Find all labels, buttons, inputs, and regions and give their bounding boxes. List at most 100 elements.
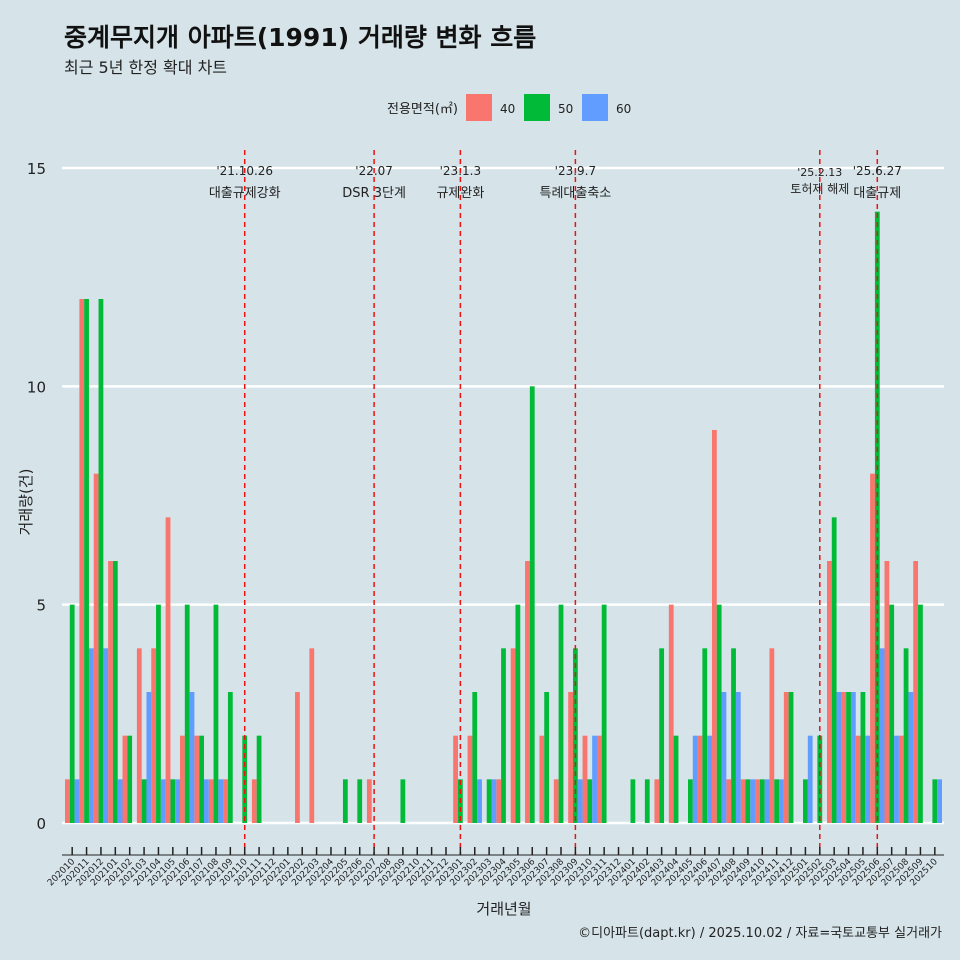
bar-40-202305 <box>510 648 516 823</box>
bar-40-202307 <box>539 735 545 823</box>
legend-label-60: 60 <box>616 102 631 116</box>
bar-50-202506 <box>874 211 880 823</box>
bar-60-202105 <box>175 779 181 823</box>
event-label: 규제완화 <box>436 186 484 201</box>
bar-40-202106 <box>180 735 185 823</box>
bar-60-202504 <box>850 692 856 823</box>
bar-40-202508 <box>898 735 904 823</box>
bar-60-202103 <box>146 692 152 823</box>
bar-40-202504 <box>841 692 847 823</box>
y-axis-label: 거래량(건) <box>17 469 35 536</box>
bar-60-202508 <box>908 692 914 823</box>
y-axis: 0 5 10 15 <box>27 160 46 833</box>
y-tick-label: 0 <box>36 815 46 833</box>
bar-50-202509 <box>918 604 923 823</box>
bar-40-202410 <box>755 779 760 823</box>
bar-60-202310 <box>592 735 597 823</box>
chart-title: 중계무지개 아파트(1991) 거래량 변화 흐름 <box>64 23 537 52</box>
bar-60-202411 <box>779 779 784 823</box>
bar-50-202405 <box>688 779 693 823</box>
y-tick-label: 10 <box>27 378 46 396</box>
bar-40-202310 <box>582 735 588 823</box>
bar-40-202311 <box>596 735 602 823</box>
bar-40-202309 <box>568 692 573 823</box>
bar-40-202407 <box>711 430 717 823</box>
bar-50-202108 <box>213 604 219 823</box>
bar-50-202209 <box>400 779 406 823</box>
bar-40-202301 <box>453 735 458 823</box>
event-date: '25.2.13 <box>797 166 842 179</box>
event-label: 대출규제강화 <box>209 186 281 201</box>
bar-60-202505 <box>865 735 871 823</box>
event-label: 토허제 해제 <box>790 182 849 196</box>
bar-50-202505 <box>860 692 866 823</box>
bar-50-202302 <box>472 692 478 823</box>
bar-40-202207 <box>366 779 372 823</box>
bar-60-202303 <box>491 779 497 823</box>
bar-40-202011 <box>79 299 85 823</box>
legend-swatch-40 <box>466 94 492 121</box>
bar-40-202202 <box>295 692 300 823</box>
bar-50-202102 <box>127 735 133 823</box>
bar-50-202502 <box>817 735 823 823</box>
bar-50-202110 <box>242 735 248 823</box>
y-tick-label: 5 <box>36 597 46 615</box>
bar-50-202011 <box>84 299 89 823</box>
bar-40-202105 <box>165 517 171 823</box>
bar-40-202107 <box>194 735 200 823</box>
bar-40-202509 <box>913 561 919 823</box>
bar-50-202107 <box>199 735 204 823</box>
event-date: '23.9.7 <box>555 164 596 178</box>
bar-50-202303 <box>486 779 492 823</box>
legend: 전용면적(㎡) 40 50 60 <box>387 94 631 121</box>
bar-40-202505 <box>855 735 861 823</box>
bar-40-202302 <box>467 735 473 823</box>
bar-40-202503 <box>826 561 832 823</box>
bar-40-202102 <box>122 735 128 823</box>
bar-60-202302 <box>477 779 482 823</box>
bar-40-202104 <box>151 648 157 823</box>
bar-40-202308 <box>553 779 559 823</box>
bar-50-202504 <box>846 692 851 823</box>
bar-50-202402 <box>644 779 650 823</box>
bar-60-202106 <box>189 692 195 823</box>
bar-60-202506 <box>879 648 885 823</box>
bar-50-202105 <box>170 779 176 823</box>
bar-40-202103 <box>136 648 142 823</box>
bar-40-202409 <box>740 779 746 823</box>
bar-60-202407 <box>721 692 727 823</box>
bar-50-202410 <box>759 779 765 823</box>
legend-swatch-60 <box>582 94 608 121</box>
bar-40-202404 <box>668 604 674 823</box>
bar-50-202501 <box>803 779 808 823</box>
bar-40-202108 <box>208 779 214 823</box>
event-label: DSR 3단계 <box>342 186 406 201</box>
bar-50-202411 <box>774 779 780 823</box>
bar-40-202408 <box>726 779 732 823</box>
bar-50-202406 <box>702 648 708 823</box>
bar-50-202306 <box>529 386 535 823</box>
bar-50-202305 <box>515 604 521 823</box>
bar-50-202304 <box>501 648 506 823</box>
bar-50-202206 <box>357 779 363 823</box>
bar-40-202012 <box>93 473 99 823</box>
bar-40-202411 <box>769 648 775 823</box>
bar-40-202507 <box>884 561 890 823</box>
bar-60-202104 <box>160 779 166 823</box>
legend-label-40: 40 <box>500 102 515 116</box>
bar-40-202010 <box>65 779 70 823</box>
y-tick-label: 15 <box>27 160 46 178</box>
bar-50-202403 <box>659 648 665 823</box>
bar-60-202011 <box>88 648 94 823</box>
bar-50-202311 <box>601 604 607 823</box>
x-axis-label: 거래년월 <box>476 900 531 918</box>
bar-50-202404 <box>673 735 679 823</box>
bar-40-202412 <box>783 692 789 823</box>
bar-60-202503 <box>836 692 842 823</box>
bar-40-202306 <box>525 561 530 823</box>
x-axis: 2020102020112020122021012021022021032021… <box>46 847 944 888</box>
bar-50-202401 <box>630 779 636 823</box>
bar-50-202104 <box>156 604 161 823</box>
chart-caption: ©디아파트(dapt.kr) / 2025.10.02 / 자료=국토교통부 실… <box>578 926 942 941</box>
